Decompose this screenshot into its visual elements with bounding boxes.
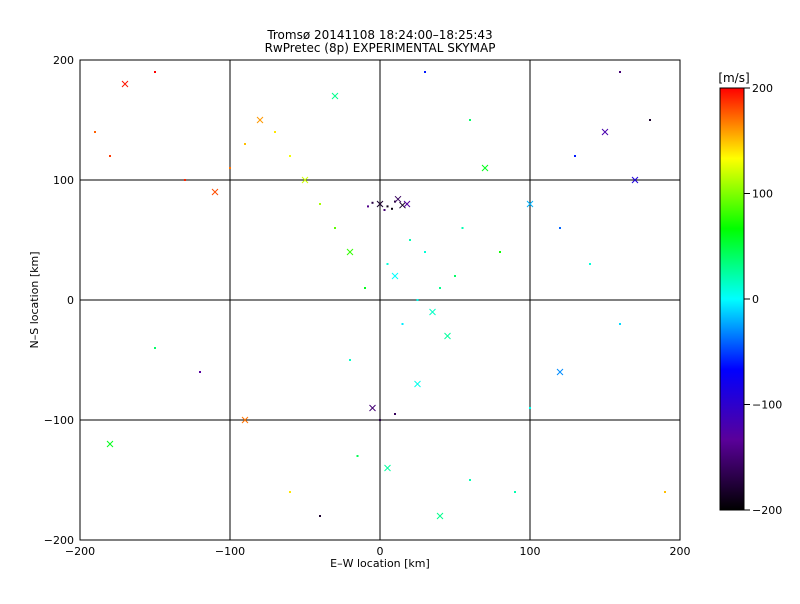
data-point-dot bbox=[94, 131, 96, 133]
colorbar: [m/s] −200 −100 0 100 200 bbox=[718, 71, 782, 517]
data-point-cross bbox=[256, 116, 264, 124]
data-point-cross bbox=[391, 272, 399, 280]
data-point-dot bbox=[289, 491, 291, 493]
y-axis-ticks: −200 −100 0 100 200 bbox=[44, 54, 74, 547]
colorbar-tick-label: −100 bbox=[752, 399, 782, 412]
x-axis-ticks: −200 −100 0 100 200 bbox=[65, 545, 691, 558]
x-tick-label: 200 bbox=[670, 545, 691, 558]
colorbar-label: [m/s] bbox=[718, 71, 749, 85]
data-point-dot bbox=[574, 155, 576, 157]
data-point-dot bbox=[401, 323, 404, 325]
colorbar-tick-label: 200 bbox=[752, 82, 773, 95]
data-point-cross bbox=[331, 92, 339, 100]
x-tick-label: 100 bbox=[520, 545, 541, 558]
data-point-cross bbox=[121, 80, 129, 88]
data-point-dot bbox=[416, 299, 419, 301]
data-point-dot bbox=[386, 205, 389, 208]
data-point-dot bbox=[383, 209, 386, 211]
data-point-dot bbox=[424, 71, 426, 73]
data-point-dot bbox=[469, 479, 471, 481]
data-point-dot bbox=[529, 407, 531, 409]
chart-title: Tromsø 20141108 18:24:00–18:25:43 bbox=[266, 28, 492, 42]
data-point-dot bbox=[619, 323, 621, 325]
data-point-dot bbox=[386, 263, 389, 265]
data-point-cross bbox=[414, 380, 421, 388]
data-point-dot bbox=[454, 275, 456, 277]
data-point-dot bbox=[319, 203, 321, 205]
y-axis-label: N–S location [km] bbox=[28, 251, 41, 348]
data-point-dot bbox=[439, 287, 441, 289]
colorbar-gradient bbox=[719, 87, 745, 511]
data-point-cross bbox=[403, 200, 411, 208]
data-point-dot bbox=[349, 359, 351, 361]
y-tick-label: 0 bbox=[67, 294, 74, 307]
colorbar-tick-label: 0 bbox=[752, 293, 759, 306]
x-tick-label: −200 bbox=[65, 545, 95, 558]
data-point-dot bbox=[619, 71, 621, 73]
data-point-dot bbox=[229, 167, 231, 169]
x-tick-label: −100 bbox=[215, 545, 245, 558]
data-point-cross bbox=[601, 128, 609, 136]
data-point-dot bbox=[499, 251, 501, 253]
data-point-cross bbox=[106, 440, 114, 448]
data-point-dot bbox=[391, 207, 393, 210]
data-points bbox=[94, 71, 666, 520]
data-point-cross bbox=[631, 176, 639, 184]
data-point-dot bbox=[394, 413, 396, 415]
data-point-cross bbox=[241, 416, 249, 424]
data-point-dot bbox=[289, 155, 291, 157]
data-point-dot bbox=[199, 371, 201, 373]
data-point-cross bbox=[376, 200, 384, 208]
data-point-dot bbox=[371, 201, 374, 204]
data-point-dot bbox=[664, 491, 666, 493]
colorbar-tick-label: 100 bbox=[752, 188, 773, 201]
x-tick-label: 0 bbox=[377, 545, 384, 558]
data-point-cross bbox=[211, 188, 219, 196]
colorbar-tick-label: −200 bbox=[752, 504, 782, 517]
data-point-cross bbox=[429, 308, 436, 316]
data-point-dot bbox=[319, 515, 321, 517]
data-point-cross bbox=[481, 164, 489, 172]
data-point-dot bbox=[109, 155, 111, 157]
x-axis-label: E–W location [km] bbox=[330, 557, 430, 570]
data-point-cross bbox=[526, 200, 534, 208]
y-tick-label: −100 bbox=[44, 414, 74, 427]
data-point-dot bbox=[461, 227, 464, 229]
data-point-cross bbox=[301, 176, 309, 184]
data-point-dot bbox=[334, 227, 336, 229]
data-point-cross bbox=[369, 404, 376, 412]
data-point-cross bbox=[346, 248, 354, 256]
data-point-dot bbox=[274, 131, 276, 133]
colorbar-ticks: −200 −100 0 100 200 bbox=[744, 82, 782, 517]
data-point-dot bbox=[559, 227, 561, 229]
data-point-dot bbox=[514, 491, 516, 493]
data-point-cross bbox=[384, 464, 391, 472]
data-point-dot bbox=[409, 239, 411, 241]
data-point-dot bbox=[154, 71, 156, 73]
data-point-dot bbox=[244, 143, 246, 145]
y-tick-label: 100 bbox=[53, 174, 74, 187]
data-point-cross bbox=[556, 368, 564, 376]
data-point-dot bbox=[364, 287, 366, 289]
data-point-dot bbox=[154, 347, 156, 349]
data-point-dot bbox=[649, 119, 651, 121]
data-point-dot bbox=[184, 179, 186, 181]
data-point-cross bbox=[444, 332, 451, 340]
data-point-dot bbox=[367, 205, 369, 208]
data-point-cross bbox=[394, 195, 402, 203]
data-point-dot bbox=[424, 251, 426, 253]
y-tick-label: −200 bbox=[44, 534, 74, 547]
chart-subtitle: RwPretec (8p) EXPERIMENTAL SKYMAP bbox=[265, 41, 496, 55]
data-point-dot bbox=[356, 455, 359, 457]
data-point-dot bbox=[589, 263, 591, 265]
grid-lines bbox=[80, 60, 680, 540]
data-point-dot bbox=[469, 119, 471, 121]
data-point-cross bbox=[436, 512, 444, 520]
data-point-dot bbox=[379, 419, 381, 421]
y-tick-label: 200 bbox=[53, 54, 74, 67]
